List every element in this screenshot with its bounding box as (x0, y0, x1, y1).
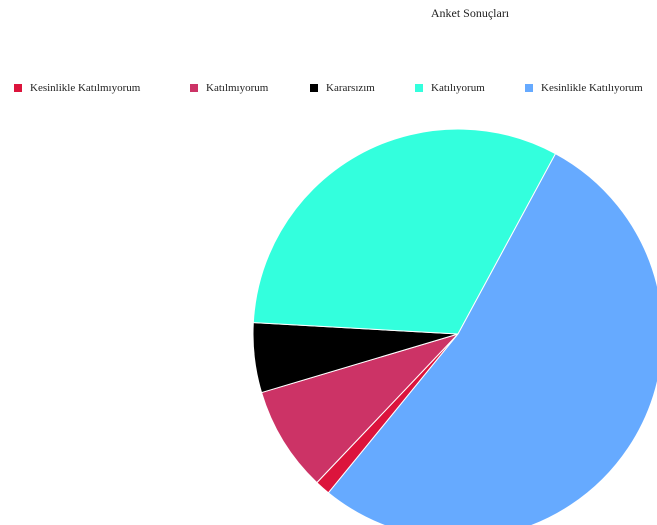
legend-label-kesinlikle-katilmiyorum: Kesinlikle Katılmıyorum (30, 82, 141, 94)
legend-label-katiliyorum: Katılıyorum (431, 82, 485, 94)
legend-label-katilmiyorum: Katılmıyorum (206, 82, 269, 94)
chart-title: Anket Sonuçları (430, 6, 510, 20)
legend: Kesinlikle Katılmıyorum Katılmıyorum Kar… (14, 80, 657, 96)
slice-katilmiyorum (260, 332, 460, 484)
slice-kesinlikle-katiliyorum (327, 152, 657, 525)
pie-slices (252, 128, 657, 525)
legend-item-katilmiyorum: Katılmıyorum (190, 80, 268, 96)
legend-label-kararsizim: Kararsızım (326, 82, 375, 94)
legend-swatch-kesinlikle-katilmiyorum (14, 84, 22, 92)
legend-label-kesinlikle-katiliyorum: Kesinlikle Katılıyorum (541, 82, 643, 94)
legend-item-kararsizim: Kararsızım (310, 80, 375, 96)
legend-swatch-kesinlikle-katiliyorum (525, 84, 533, 92)
legend-swatch-katilmiyorum (190, 84, 198, 92)
legend-swatch-kararsizim (310, 84, 318, 92)
slice-katiliyorum (252, 128, 557, 335)
legend-item-kesinlikle-katilmiyorum: Kesinlikle Katılmıyorum (14, 80, 140, 96)
legend-item-kesinlikle-katiliyorum: Kesinlikle Katılıyorum (525, 80, 643, 96)
legend-swatch-katiliyorum (415, 84, 423, 92)
legend-item-katiliyorum: Katılıyorum (415, 80, 485, 96)
